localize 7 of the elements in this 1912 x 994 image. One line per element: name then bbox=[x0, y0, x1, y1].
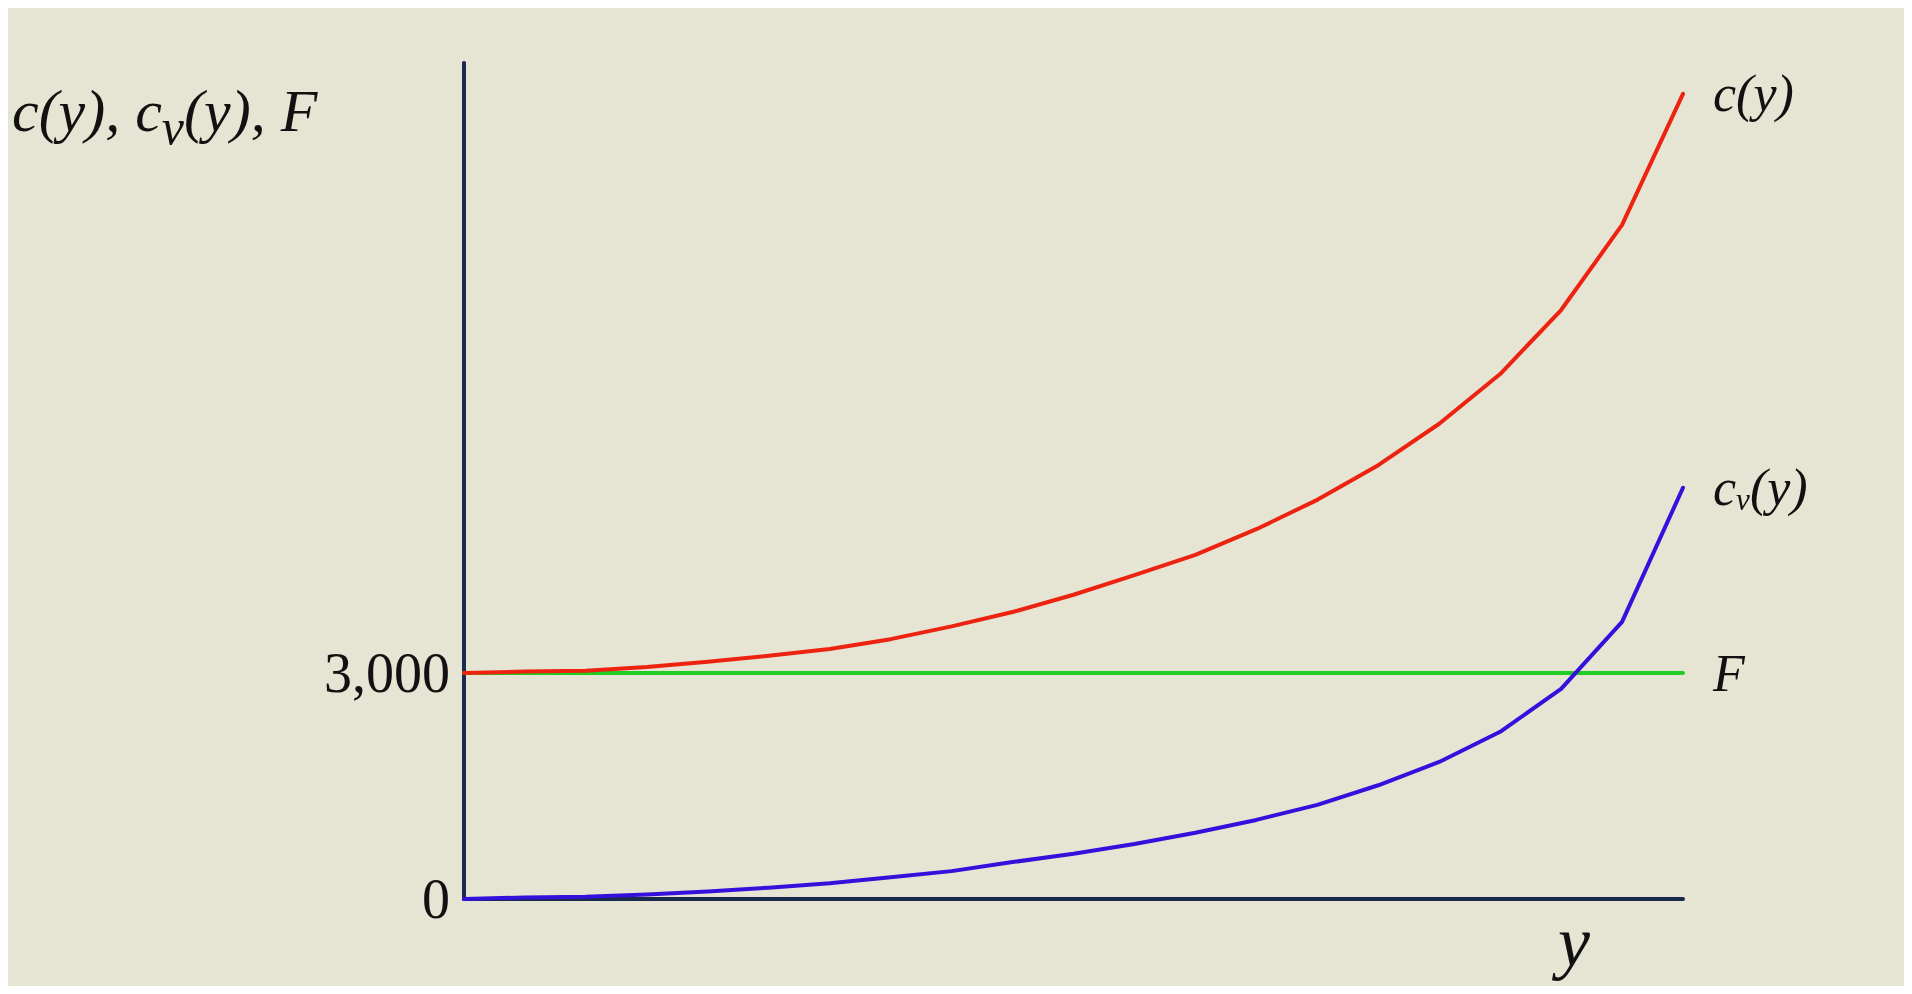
y-tick-label: 3,000 bbox=[324, 642, 450, 705]
series-label: F bbox=[1712, 644, 1746, 702]
line-series bbox=[462, 91, 1685, 676]
series-label: c(y) bbox=[1713, 65, 1794, 124]
y-tick-label: 0 bbox=[422, 868, 450, 930]
y-axis-title: c(y), c$_{v}$(y), F bbox=[12, 78, 318, 155]
series-label: cv(y) bbox=[1713, 459, 1808, 518]
